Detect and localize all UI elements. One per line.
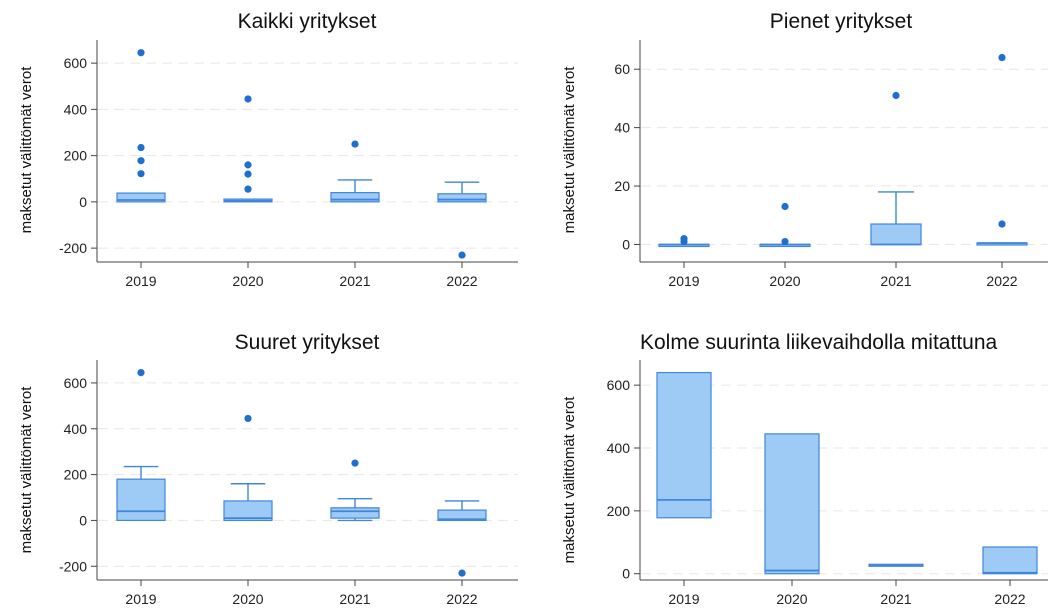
y-tick-label: 20 (614, 178, 630, 194)
box-iqr (764, 433, 820, 575)
x-tick-label: 2019 (125, 591, 156, 607)
box-2019 (656, 371, 712, 519)
outlier-point (137, 143, 145, 152)
box-iqr (437, 193, 487, 203)
box-iqr (116, 478, 166, 522)
y-axis-label: maksetut välittömät verot (561, 66, 578, 234)
x-tick-label: 2022 (986, 273, 1017, 289)
y-axis-label: maksetut välittömät verot (561, 396, 578, 564)
outlier-point (351, 459, 359, 467)
outlier-point (137, 170, 145, 178)
x-tick-label: 2019 (668, 591, 699, 607)
y-axis-label: maksetut välittömät verot (18, 386, 35, 554)
y-tick-label: -200 (59, 558, 87, 574)
y-axis-label: maksetut välittömät verot (18, 66, 35, 234)
outlier-point (244, 161, 252, 169)
x-tick-label: 2020 (769, 273, 800, 289)
x-tick-label: 2021 (880, 591, 911, 607)
outlier-point (244, 414, 252, 423)
y-tick-label: 60 (614, 61, 630, 77)
y-tick-label: -200 (59, 240, 87, 256)
y-tick-label: 200 (607, 503, 631, 519)
outlier-point (244, 185, 252, 193)
y-tick-label: 0 (79, 194, 87, 210)
y-tick-label: 600 (64, 55, 88, 71)
outlier-point (892, 91, 900, 100)
outlier-point (137, 369, 145, 377)
box-2020 (759, 202, 811, 248)
x-tick-label: 2022 (446, 591, 477, 607)
outlier-point (137, 157, 145, 165)
y-tick-label: 400 (64, 421, 88, 437)
y-tick-label: 600 (607, 377, 631, 393)
box-2022 (976, 53, 1028, 246)
box-2021 (870, 91, 922, 246)
outlier-point (680, 237, 688, 246)
y-tick-label: 200 (64, 148, 88, 164)
box-iqr (437, 509, 487, 522)
outlier-point (781, 202, 789, 211)
x-tick-label: 2022 (994, 591, 1025, 607)
x-tick-label: 2021 (880, 273, 911, 289)
x-tick-label: 2022 (446, 273, 477, 289)
y-tick-label: 400 (64, 101, 88, 117)
outlier-point (458, 251, 466, 259)
box-2020 (223, 95, 273, 203)
box-2020 (764, 433, 820, 575)
y-tick-label: 400 (607, 440, 631, 456)
box-2022 (437, 181, 487, 259)
y-tick-label: 0 (79, 512, 87, 528)
box-iqr (982, 546, 1038, 575)
box-iqr (116, 192, 166, 203)
box-2019 (658, 235, 710, 248)
box-2021 (330, 459, 380, 522)
box-2022 (437, 500, 487, 577)
box-2021 (330, 140, 380, 203)
y-tick-label: 0 (622, 236, 630, 252)
box-2020 (223, 414, 273, 522)
x-tick-label: 2020 (776, 591, 807, 607)
outlier-point (458, 569, 466, 577)
box-2022 (982, 546, 1038, 575)
box-2019 (116, 49, 166, 203)
panel-large-companies: Suuret yritykset maksetut välittömät ver… (18, 331, 518, 607)
panel-title: Kaikki yritykset (238, 10, 377, 33)
outlier-point (244, 170, 252, 178)
box-2019 (116, 369, 166, 522)
panel-title: Suuret yritykset (235, 331, 380, 354)
outlier-point (998, 220, 1006, 228)
x-tick-label: 2019 (125, 273, 156, 289)
outlier-point (137, 49, 145, 57)
box-iqr (330, 192, 380, 203)
panel-small-companies: Pienet yritykset maksetut välittömät ver… (561, 10, 1048, 289)
box-iqr (223, 500, 273, 522)
panel-title: Kolme suurinta liikevaihdolla mitattuna (640, 331, 998, 354)
panel-title: Pienet yritykset (770, 10, 913, 33)
y-tick-label: 200 (64, 467, 88, 483)
x-tick-label: 2020 (232, 273, 263, 289)
box-2021 (868, 563, 924, 567)
x-tick-label: 2019 (668, 273, 699, 289)
box-iqr (330, 507, 380, 519)
outlier-point (781, 237, 789, 246)
y-tick-label: 0 (622, 566, 630, 582)
outlier-point (244, 95, 252, 103)
panel-all-companies: Kaikki yritykset maksetut välittömät ver… (18, 10, 518, 289)
x-tick-label: 2020 (232, 591, 263, 607)
panel-top-three-by-revenue: Kolme suurinta liikevaihdolla mitattuna … (561, 331, 1048, 607)
x-tick-label: 2021 (339, 273, 370, 289)
y-tick-label: 40 (614, 120, 630, 136)
x-tick-label: 2021 (339, 591, 370, 607)
box-iqr (656, 371, 712, 519)
outlier-point (998, 53, 1006, 62)
outlier-point (351, 140, 359, 148)
y-tick-label: 600 (64, 375, 88, 391)
box-iqr (870, 223, 922, 246)
